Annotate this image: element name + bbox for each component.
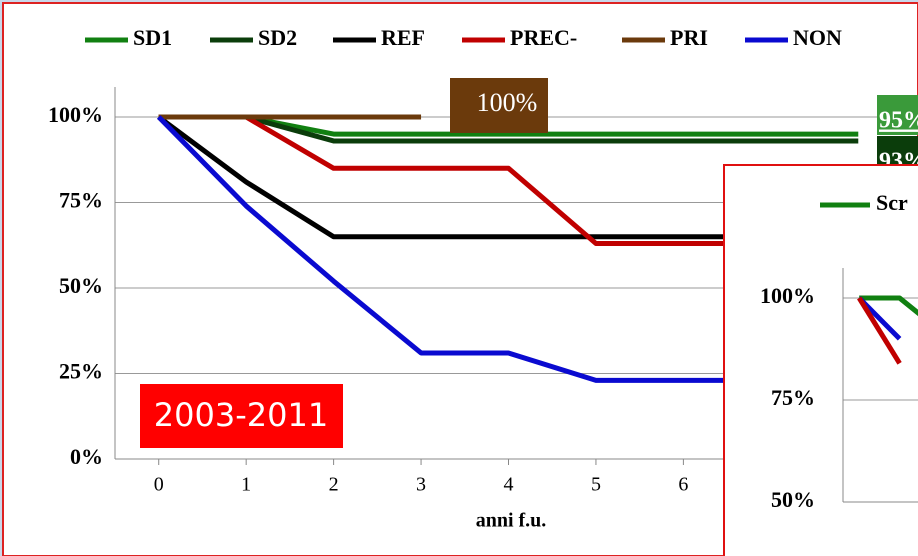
inset-chart: 50% 75% 100% Scr: [760, 190, 918, 512]
y-tick-label: 25%: [59, 359, 103, 384]
legend-label: SD1: [133, 25, 172, 50]
x-tick-label: 6: [678, 474, 688, 496]
legend-label: PRI: [670, 25, 708, 50]
annotation: 2003-2011: [154, 396, 328, 434]
series-line: [859, 295, 918, 317]
inset-panel: [723, 164, 918, 556]
x-tick-label: 2: [329, 474, 339, 496]
x-tick-label: 1: [241, 474, 251, 496]
y-tick-label: 100%: [760, 283, 815, 308]
x-axis-label: anni f.u.: [476, 510, 547, 532]
y-tick-label: 100%: [48, 102, 103, 127]
annotation-box: [877, 95, 918, 135]
legend-label: NON: [793, 25, 842, 50]
series-line: [857, 296, 902, 365]
legend-label: PREC-: [510, 25, 577, 50]
y-tick-label: 75%: [771, 385, 815, 410]
annotation-box: [450, 78, 548, 133]
x-tick-label: 4: [504, 474, 514, 496]
series-line: [158, 114, 859, 144]
annotation-box: [877, 136, 918, 166]
legend-label: REF: [381, 25, 425, 50]
y-tick-label: 0%: [70, 444, 103, 469]
legend-label: SD2: [258, 25, 297, 50]
y-tick-label: 75%: [59, 188, 103, 213]
legend-label: Scr: [876, 190, 908, 215]
annotation-box: [140, 384, 343, 448]
y-tick-label: 50%: [771, 487, 815, 512]
annotation: 100%: [477, 88, 538, 117]
x-tick-label: 5: [591, 474, 601, 496]
x-tick-label: 0: [154, 474, 164, 496]
x-tick-label: 3: [416, 474, 426, 496]
y-tick-label: 50%: [59, 273, 103, 298]
annotation: 95%: [879, 108, 918, 134]
